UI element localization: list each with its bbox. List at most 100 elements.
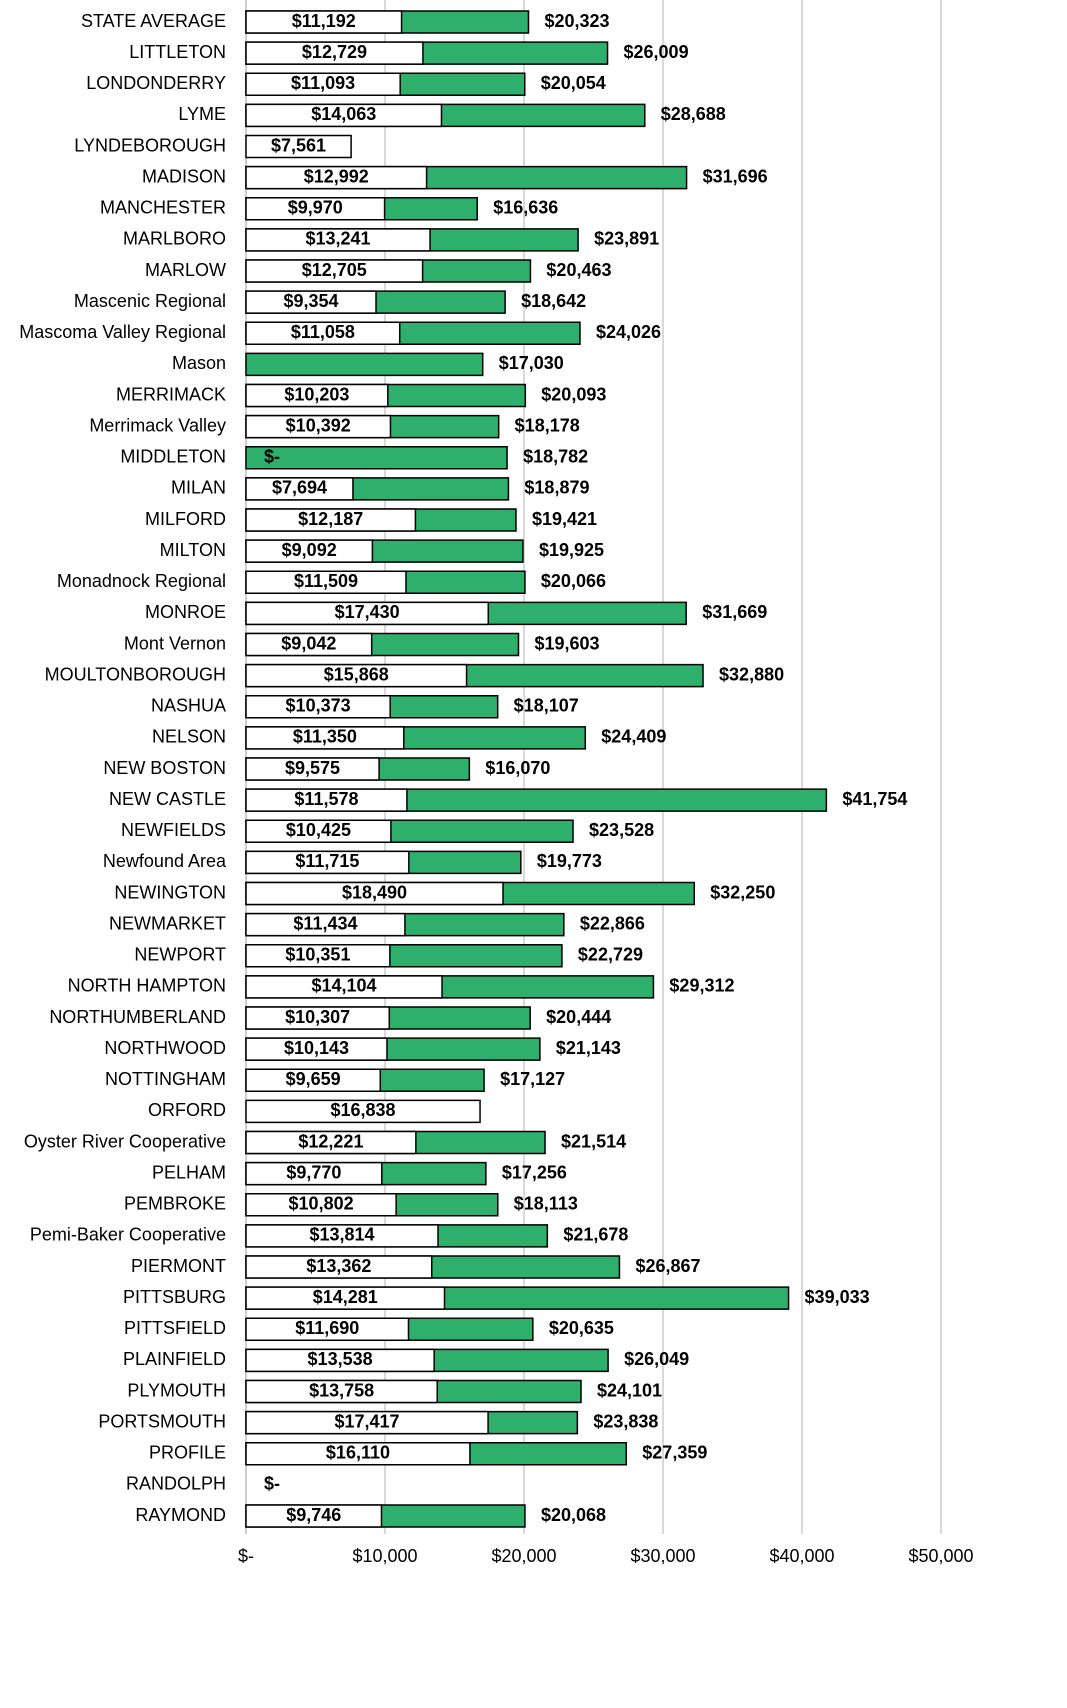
base-bar: [245, 259, 424, 283]
base-label: $11,192: [292, 11, 356, 31]
base-bar: [245, 1161, 383, 1186]
base-label: $-: [264, 447, 280, 467]
total-label: $20,444: [546, 1007, 611, 1027]
base-label: $13,241: [305, 229, 370, 249]
category-label: Mason: [172, 353, 226, 373]
base-label: $9,575: [285, 758, 340, 778]
x-tick-label: $10,000: [352, 1546, 417, 1566]
base-label: $16,838: [330, 1100, 395, 1120]
base-label: $10,802: [289, 1194, 354, 1214]
total-label: $17,030: [499, 353, 564, 373]
base-bar: [245, 695, 391, 719]
total-label: $18,178: [515, 415, 580, 435]
category-label: MILFORD: [145, 509, 226, 529]
base-bar: [245, 1099, 481, 1124]
base-label: $10,203: [284, 384, 349, 404]
base-label: $14,063: [311, 104, 376, 124]
base-bar: [245, 1379, 438, 1404]
total-label: $31,669: [702, 602, 767, 622]
base-bar: [245, 1224, 439, 1248]
base-bar: [245, 1068, 382, 1092]
base-label: $11,578: [294, 789, 358, 809]
total-label: $20,635: [549, 1318, 614, 1338]
base-bar: [245, 819, 392, 843]
base-label: $12,992: [304, 166, 369, 186]
base-bar: [245, 197, 386, 221]
base-label: $12,705: [302, 260, 367, 280]
base-label: $11,690: [295, 1318, 359, 1338]
total-label: $19,925: [539, 540, 604, 560]
base-label: $9,659: [286, 1069, 341, 1089]
base-bar: [245, 1442, 471, 1466]
base-label: $11,434: [293, 913, 357, 933]
base-label: $9,354: [283, 291, 338, 311]
category-label: MERRIMACK: [116, 384, 226, 404]
category-label: PEMBROKE: [124, 1194, 226, 1214]
total-label: $39,033: [805, 1287, 870, 1307]
category-label: MARLOW: [145, 260, 226, 280]
base-label: $11,058: [291, 322, 355, 342]
category-label: PITTSFIELD: [124, 1318, 226, 1338]
base-bar: [245, 850, 410, 875]
category-label: PELHAM: [152, 1162, 226, 1182]
category-label: NEWINGTON: [114, 882, 226, 902]
x-tick-label: $20,000: [491, 1546, 556, 1566]
base-bar: [245, 290, 377, 314]
category-label: Merrimack Valley: [89, 415, 226, 435]
total-label: $22,866: [580, 913, 645, 933]
total-label: $31,696: [703, 166, 768, 186]
base-bar: [245, 321, 401, 345]
category-label: PROFILE: [149, 1443, 226, 1463]
base-bar: [245, 881, 504, 906]
base-label: $13,758: [309, 1380, 374, 1400]
total-label: $18,879: [524, 478, 589, 498]
category-label: MONROE: [145, 602, 226, 622]
base-bar: [245, 383, 389, 408]
total-label: $18,642: [521, 291, 586, 311]
category-label: NEWPORT: [134, 945, 226, 965]
total-label: $32,880: [719, 664, 784, 684]
category-label: MILAN: [171, 478, 226, 498]
base-label: $13,538: [308, 1349, 373, 1369]
base-bar: [245, 414, 392, 439]
base-bar: [245, 632, 373, 657]
x-tick-label: $40,000: [769, 1546, 834, 1566]
category-label: PLYMOUTH: [127, 1380, 226, 1400]
base-bar: [245, 72, 401, 96]
category-label: MARLBORO: [123, 229, 226, 249]
total-label: $21,678: [563, 1225, 628, 1245]
base-bar: [245, 1286, 446, 1310]
base-label: $10,425: [286, 820, 351, 840]
base-bar: [245, 103, 443, 128]
base-bar: [245, 1410, 489, 1435]
total-label: $32,250: [710, 882, 775, 902]
category-label: RAYMOND: [135, 1505, 226, 1525]
category-label: NORTHWOOD: [104, 1038, 226, 1058]
base-bar: [245, 508, 417, 532]
total-label: $19,603: [534, 633, 599, 653]
total-label: $17,256: [502, 1162, 567, 1182]
base-bar: [245, 912, 406, 937]
category-label: Mascoma Valley Regional: [19, 322, 226, 342]
base-bar: [245, 477, 354, 501]
category-label: NEW CASTLE: [109, 789, 226, 809]
total-label: $23,838: [593, 1411, 658, 1431]
base-label: $10,373: [286, 696, 351, 716]
x-tick-label: $50,000: [908, 1546, 973, 1566]
x-tick-label: $-: [238, 1546, 254, 1566]
base-label: $11,715: [295, 851, 359, 871]
base-label: $10,392: [286, 415, 351, 435]
category-label: MILTON: [160, 540, 226, 560]
base-bar: [245, 1348, 435, 1373]
category-label: Monadnock Regional: [57, 571, 226, 591]
total-label: $41,754: [842, 789, 907, 809]
total-label: $20,066: [541, 571, 606, 591]
base-bar: [245, 1006, 391, 1030]
base-label: $9,092: [282, 540, 337, 560]
category-label: Oyster River Cooperative: [24, 1131, 226, 1151]
base-label: $13,814: [309, 1225, 374, 1245]
base-bar: [245, 1317, 410, 1341]
category-label: Mascenic Regional: [74, 291, 226, 311]
category-label: NASHUA: [151, 696, 226, 716]
base-label: $16,110: [326, 1443, 390, 1463]
